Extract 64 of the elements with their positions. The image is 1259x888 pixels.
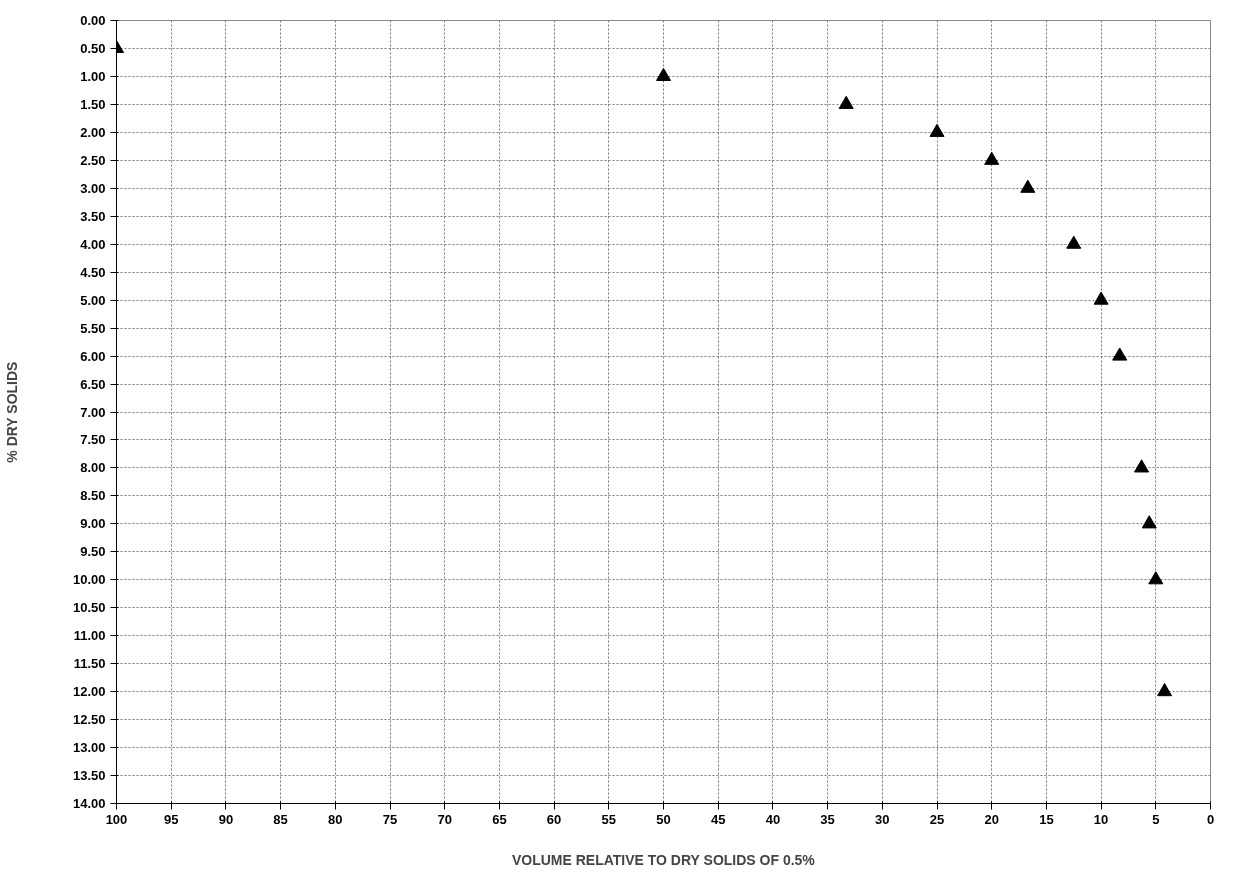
point (1148, 571, 1164, 585)
y-tick-label: 6.00 (80, 348, 106, 364)
point (1157, 683, 1173, 697)
y-tick-label: 0.00 (80, 13, 106, 28)
x-tick-label: 100 (105, 811, 128, 827)
y-tick-label: 7.00 (80, 404, 106, 420)
y-axis-title: % DRY SOLIDS (3, 361, 20, 463)
y-tick-label: 12.00 (72, 684, 106, 700)
y-tick-label: 12.50 (72, 712, 106, 728)
x-tick-label: 0 (1206, 811, 1215, 827)
x-tick-label: 65 (492, 811, 507, 827)
point (1112, 347, 1128, 361)
y-tick-label: 9.50 (80, 544, 106, 560)
x-tick-label: 15 (1039, 811, 1054, 827)
point (838, 95, 854, 109)
x-tick-label: 90 (218, 811, 234, 827)
x-axis-title: VOLUME RELATIVE TO DRY SOLIDS OF 0.5% (511, 851, 816, 868)
y-tick-label: 5.50 (80, 320, 106, 336)
y-tick-label: 3.00 (80, 180, 106, 196)
y-tick-label: 8.00 (80, 460, 106, 476)
point (984, 151, 1000, 165)
point (929, 123, 945, 137)
y-tick-label: 11.50 (73, 656, 106, 672)
y-tick-label: 9.00 (80, 516, 106, 532)
x-tick-label: 20 (984, 811, 999, 827)
x-tick-label: 70 (437, 811, 452, 827)
y-tick-label: 10.00 (72, 572, 106, 588)
point (1141, 515, 1157, 529)
point (1134, 459, 1150, 473)
y-tick-label: 7.50 (80, 432, 106, 448)
point (656, 67, 671, 81)
y-tick-label: 3.50 (80, 208, 106, 224)
y-tick-label: 2.00 (80, 124, 106, 140)
y-tick-label: 2.50 (80, 152, 106, 168)
y-tick-label: 10.50 (72, 600, 106, 616)
y-tick-label: 4.00 (80, 236, 106, 252)
x-tick-label: 5 (1152, 811, 1160, 827)
y-tick-label: 13.50 (72, 768, 106, 784)
x-tick-label: 35 (820, 811, 835, 827)
y-tick-label: 5.00 (80, 292, 106, 308)
y-tick-label: 8.50 (80, 488, 106, 504)
x-tick-label: 75 (382, 811, 398, 827)
y-tick-label: 6.50 (80, 376, 106, 392)
y-tick-label: 11.00 (73, 628, 106, 644)
x-tick-label: 80 (328, 811, 343, 827)
x-tick-label: 60 (546, 811, 562, 827)
x-tick-label: 85 (273, 811, 288, 827)
y-tick-label: 1.00 (80, 68, 106, 84)
x-tick-label: 30 (875, 811, 890, 827)
point (1093, 291, 1109, 305)
x-tick-label: 40 (765, 811, 781, 827)
y-tick-label: 0.50 (80, 40, 106, 56)
x-tick-label: 45 (710, 811, 726, 827)
point (1020, 179, 1036, 193)
y-tick-label: 13.00 (72, 740, 106, 756)
point (1066, 235, 1082, 249)
x-tick-label: 10 (1093, 811, 1109, 827)
y-tick-label: 4.50 (80, 264, 106, 280)
x-tick-label: 55 (601, 811, 617, 827)
x-tick-label: 95 (163, 811, 179, 827)
x-tick-label: 50 (656, 811, 671, 827)
y-tick-label: 1.50 (80, 96, 106, 112)
y-tick-label: 14.00 (72, 796, 106, 811)
x-tick-label: 25 (929, 811, 945, 827)
